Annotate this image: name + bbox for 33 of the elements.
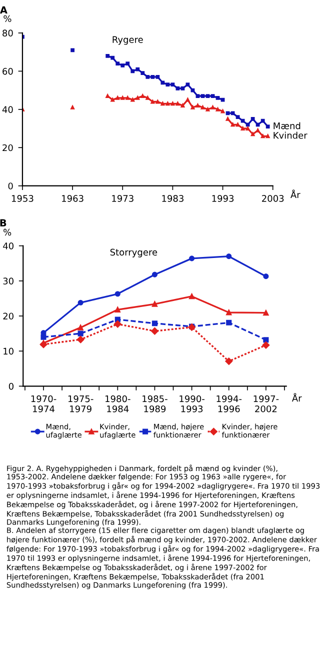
x-tick-label: 1985- 1989 xyxy=(142,395,168,412)
x-tick-label: 1953 xyxy=(12,195,34,202)
y-axis-title: % xyxy=(4,15,12,22)
x-tick-label: 1963 xyxy=(62,195,84,202)
y-tick-label: 20 xyxy=(3,312,14,320)
x-tick-label: 1980- 1984 xyxy=(106,395,130,412)
y-tick-label: 40 xyxy=(3,242,14,250)
x-tick-label: 1973 xyxy=(112,195,134,202)
y-tick-label: 0 xyxy=(8,382,14,390)
chart-title: A xyxy=(0,6,8,14)
x-tick-label: 1993 xyxy=(212,195,234,202)
x-axis-title: År xyxy=(292,393,302,402)
y-tick-label: 60 xyxy=(2,68,13,75)
annotation: Storrygere xyxy=(110,248,158,258)
x-tick-label: 1990- 1993 xyxy=(180,395,204,412)
y-axis-title: % xyxy=(4,228,12,236)
x-tick-label: 1975- 1979 xyxy=(68,395,94,412)
chart-title: B xyxy=(0,219,6,226)
y-tick-label: 30 xyxy=(3,278,14,284)
x-tick-label: 1983 xyxy=(162,195,184,202)
x-tick-label: 1994- 1996 xyxy=(216,395,242,412)
y-tick-label: 0 xyxy=(8,182,13,190)
x-tick-label: 1997- 2002 xyxy=(254,395,279,412)
y-tick-label: 80 xyxy=(2,30,13,37)
y-tick-label: 10 xyxy=(4,348,14,355)
series-label: Mænd xyxy=(274,122,300,130)
x-tick-label: 1970- 1974 xyxy=(31,395,56,412)
series-label: Kvinder xyxy=(274,132,308,139)
x-axis-title: År xyxy=(290,190,300,198)
y-tick-label: 40 xyxy=(2,106,13,113)
annotation: Rygere xyxy=(112,36,143,45)
x-tick-label: 2003 xyxy=(262,195,284,202)
y-tick-label: 20 xyxy=(2,144,13,152)
